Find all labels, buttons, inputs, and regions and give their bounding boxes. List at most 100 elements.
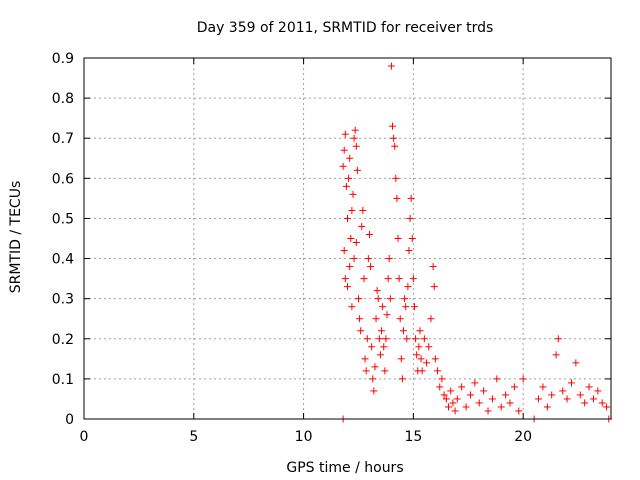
y-tick-label: 0.3: [52, 292, 74, 308]
data-point: [358, 222, 366, 230]
x-tick-label: 15: [404, 429, 422, 445]
y-tick-label: 0.1: [52, 372, 74, 388]
data-point: [340, 146, 348, 154]
data-point: [567, 379, 575, 387]
y-tick-label: 0.7: [52, 131, 74, 147]
data-point: [365, 230, 373, 238]
data-point: [510, 383, 518, 391]
data-point: [407, 194, 415, 202]
data-point: [391, 142, 399, 150]
data-point: [376, 351, 384, 359]
data-point: [402, 303, 410, 311]
data-point: [359, 206, 367, 214]
data-point: [440, 391, 448, 399]
data-point: [425, 343, 433, 351]
data-point: [480, 387, 488, 395]
data-points: [339, 62, 613, 423]
data-point: [346, 263, 354, 271]
data-point: [415, 343, 423, 351]
data-point: [352, 239, 360, 247]
data-point: [519, 375, 527, 383]
data-point: [471, 379, 479, 387]
data-point: [398, 375, 406, 383]
data-point: [572, 359, 580, 367]
data-point: [429, 263, 437, 271]
data-point: [379, 303, 387, 311]
data-point: [497, 403, 505, 411]
data-point: [344, 214, 351, 222]
data-point: [390, 134, 398, 142]
data-point: [348, 206, 356, 214]
data-point: [447, 387, 455, 395]
y-tick-label: 0.5: [52, 211, 74, 227]
data-point: [385, 255, 393, 263]
data-point: [442, 395, 450, 403]
data-point: [506, 399, 514, 407]
data-point: [585, 383, 593, 391]
x-tick-label: 10: [295, 429, 313, 445]
data-point: [371, 363, 379, 371]
data-point: [539, 383, 547, 391]
data-point: [434, 367, 442, 375]
data-point: [345, 174, 353, 182]
data-point: [559, 387, 567, 395]
data-point: [389, 122, 397, 130]
data-point: [493, 375, 501, 383]
data-point: [488, 395, 496, 403]
data-point: [368, 343, 376, 351]
data-point: [458, 383, 466, 391]
data-point: [404, 283, 412, 291]
data-point: [372, 315, 380, 323]
data-point: [373, 287, 381, 295]
x-axis: 0 5 10 15 20: [80, 58, 532, 445]
data-point: [374, 295, 382, 303]
data-point: [350, 255, 358, 263]
data-point: [361, 355, 369, 363]
data-point: [552, 351, 560, 359]
data-point: [384, 275, 392, 283]
data-point: [603, 403, 611, 411]
data-point: [410, 303, 418, 311]
y-tick-label: 0.9: [52, 51, 74, 67]
data-point: [344, 283, 351, 291]
data-point: [598, 399, 606, 407]
data-point: [502, 391, 510, 399]
data-point: [383, 311, 391, 319]
data-point: [341, 130, 349, 138]
data-point: [401, 295, 409, 303]
data-point: [347, 235, 355, 242]
data-point: [417, 355, 425, 363]
data-point: [393, 194, 401, 202]
data-point: [451, 407, 459, 415]
data-point: [395, 275, 403, 283]
data-point: [554, 335, 562, 343]
data-point: [380, 343, 388, 351]
data-point: [352, 142, 360, 150]
data-point: [350, 134, 358, 142]
data-point: [367, 263, 375, 271]
x-tick-label: 5: [189, 429, 198, 445]
data-point: [339, 162, 347, 170]
data-point: [369, 375, 377, 383]
data-point: [342, 182, 350, 190]
chart-title: Day 359 of 2011, SRMTID for receiver trd…: [197, 20, 494, 36]
data-point: [589, 395, 597, 403]
data-point: [548, 391, 556, 399]
data-point: [535, 395, 543, 403]
data-point: [405, 247, 413, 255]
data-point: [431, 355, 439, 363]
data-point: [430, 283, 438, 291]
data-point: [403, 335, 411, 343]
y-tick-label: 0.8: [52, 91, 74, 107]
data-point: [563, 395, 571, 403]
data-point: [386, 295, 394, 303]
data-point: [576, 391, 584, 399]
data-point: [370, 387, 378, 395]
data-point: [392, 174, 400, 182]
data-point: [349, 190, 357, 198]
data-point: [351, 126, 359, 134]
data-point: [475, 399, 483, 407]
y-axis-label: SRMTID / TECUs: [8, 181, 24, 294]
data-point: [462, 403, 470, 411]
data-point: [396, 315, 404, 323]
